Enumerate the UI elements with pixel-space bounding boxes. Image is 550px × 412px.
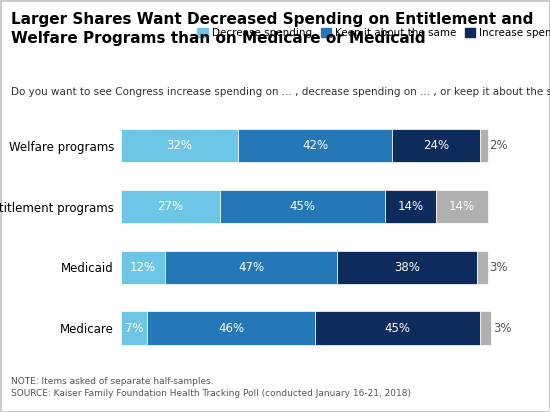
Bar [220,190,385,223]
Bar [165,250,337,284]
Bar [480,129,488,162]
Bar [477,250,488,284]
Bar [337,250,477,284]
Text: 45%: 45% [289,200,316,213]
Bar [147,311,315,345]
Text: 45%: 45% [385,321,411,335]
Text: 3%: 3% [493,321,512,335]
Text: 32%: 32% [167,139,192,152]
Bar [315,311,480,345]
Text: 2%: 2% [490,139,508,152]
Bar [121,311,147,345]
Bar [392,129,480,162]
Text: 3%: 3% [490,261,508,274]
Text: 42%: 42% [302,139,328,152]
Text: 27%: 27% [157,200,184,213]
Text: 7%: 7% [124,321,143,335]
Bar [121,129,238,162]
Bar [480,311,491,345]
Text: 47%: 47% [238,261,264,274]
Text: 24%: 24% [424,139,449,152]
Bar [238,129,392,162]
Text: Do you want to see Congress increase spending on ... , decrease spending on ... : Do you want to see Congress increase spe… [11,87,550,96]
Text: 14%: 14% [398,200,424,213]
Text: 12%: 12% [130,261,156,274]
Legend: Decrease spending, Keep it about the same, Increase spending, Don't know/Refused: Decrease spending, Keep it about the sam… [197,28,550,38]
Text: 38%: 38% [394,261,420,274]
Text: 46%: 46% [218,321,244,335]
Bar [385,190,436,223]
Bar [436,190,488,223]
Text: Larger Shares Want Decreased Spending on Entitlement and
Welfare Programs than o: Larger Shares Want Decreased Spending on… [11,12,534,46]
Bar [121,250,165,284]
Text: NOTE: Items asked of separate half-samples.
SOURCE: Kaiser Family Foundation Hea: NOTE: Items asked of separate half-sampl… [11,377,411,398]
Bar [121,190,220,223]
Text: 14%: 14% [449,200,475,213]
